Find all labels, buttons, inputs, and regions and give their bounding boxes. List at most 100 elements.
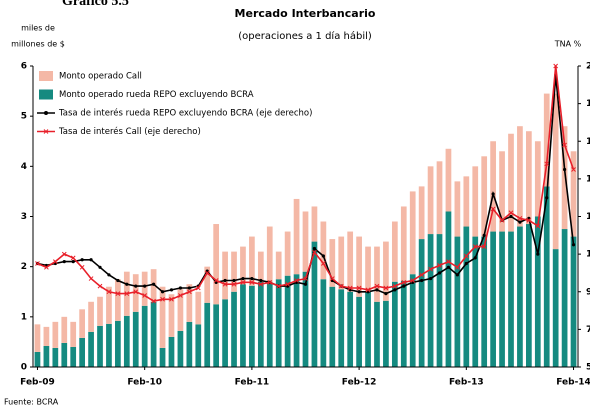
line-marker: [428, 276, 433, 281]
line-marker: [241, 276, 245, 281]
line-marker: [571, 167, 576, 172]
bar-segment: [543, 186, 550, 367]
line-marker: [115, 291, 121, 296]
bar-segment: [257, 281, 264, 367]
line-marker: [553, 63, 559, 69]
bar-segment: [79, 337, 85, 367]
line-marker: [490, 206, 496, 212]
bar-segment: [150, 301, 157, 367]
legend-label: Monto operado Call: [59, 72, 142, 82]
line-marker: [89, 258, 93, 262]
y-tick-label: 1: [21, 312, 27, 322]
line-marker: [420, 278, 424, 283]
line-marker: [125, 282, 129, 286]
line-marker: [393, 288, 397, 292]
line-marker: [152, 282, 156, 286]
bar-segment: [293, 198, 300, 275]
bar-segment: [70, 321, 77, 347]
bar-segment: [508, 133, 514, 232]
bar-segment: [231, 251, 237, 292]
line-marker: [303, 282, 308, 286]
line-marker: [106, 289, 112, 295]
x-tick-label: Feb-14: [556, 378, 590, 388]
line-marker: [116, 278, 120, 283]
bar-segment: [97, 296, 103, 326]
line-marker: [312, 249, 317, 255]
y-tick-label: 4: [21, 162, 27, 172]
bar-segment: [400, 206, 407, 281]
bar-segment: [526, 131, 532, 225]
bar-segment: [552, 249, 559, 367]
bar-segment: [383, 300, 389, 367]
line-marker: [401, 279, 407, 285]
line-marker: [321, 254, 325, 258]
line-marker: [509, 214, 513, 219]
bar-segment: [213, 304, 220, 367]
bar-segment: [88, 301, 94, 332]
bar-segment: [445, 211, 452, 367]
line-marker: [357, 290, 361, 294]
line-marker: [52, 259, 58, 265]
bar-segment: [284, 231, 291, 276]
line-marker: [249, 279, 255, 285]
bar-segment: [186, 284, 193, 322]
line-marker: [79, 264, 85, 270]
line-marker: [303, 276, 308, 281]
bar-segment: [168, 294, 175, 337]
bar-segment: [570, 236, 577, 367]
bar-segment: [365, 291, 371, 367]
bar-segment: [347, 291, 354, 367]
bar-segment: [195, 291, 202, 325]
y2-tick-label: 1: [586, 137, 590, 147]
line-marker: [375, 288, 379, 292]
bar-segment: [356, 236, 362, 297]
line-marker: [562, 167, 567, 172]
line-marker: [491, 192, 495, 196]
bar-segment: [499, 151, 505, 232]
line-marker: [437, 263, 442, 268]
bar-segment: [293, 274, 300, 367]
line-marker: [258, 281, 264, 287]
bar-segment: [311, 241, 318, 367]
legend-label: Tasa de interés Call (eje derecho): [58, 126, 201, 137]
bar-segment: [463, 226, 470, 367]
line-marker: [71, 260, 75, 264]
legend-swatch: [39, 71, 53, 81]
line-marker: [178, 293, 183, 298]
bar-segment: [43, 345, 50, 367]
bar-segment: [222, 299, 228, 367]
bar-segment: [356, 296, 362, 367]
y2-tick-label: 9: [586, 287, 590, 297]
bar-segment: [115, 279, 121, 321]
bar-segment: [249, 236, 255, 286]
bar-segment: [159, 286, 166, 348]
bar-segment: [454, 181, 461, 237]
y-tick-label: 3: [21, 212, 27, 222]
line-marker: [517, 216, 523, 221]
source-note: Fuente: BCRA: [4, 398, 59, 407]
legend-swatch: [44, 111, 48, 115]
bar-segment: [141, 271, 148, 306]
y-tick-label: 0: [21, 363, 27, 373]
line-marker: [463, 253, 469, 259]
line-marker: [536, 252, 540, 256]
y2-tick-label: 7: [586, 325, 590, 335]
line-marker: [250, 276, 254, 281]
bar-segment: [409, 274, 416, 367]
bar-segment: [231, 291, 237, 367]
chart-subtitle: (operaciones a 1 día hábil): [238, 30, 372, 42]
line-marker: [213, 278, 219, 283]
y-tick-label: 6: [21, 62, 27, 72]
bar-segment: [195, 324, 202, 367]
bar-segment: [115, 320, 121, 367]
bar-segment: [275, 279, 282, 367]
line-marker: [455, 273, 459, 277]
line-marker: [402, 284, 406, 288]
bar-segment: [481, 156, 488, 237]
y2-tick-label: 1: [586, 99, 590, 109]
line-marker: [338, 283, 344, 289]
bar-segment: [168, 336, 175, 367]
line-marker: [428, 266, 433, 272]
line-marker: [384, 292, 388, 296]
